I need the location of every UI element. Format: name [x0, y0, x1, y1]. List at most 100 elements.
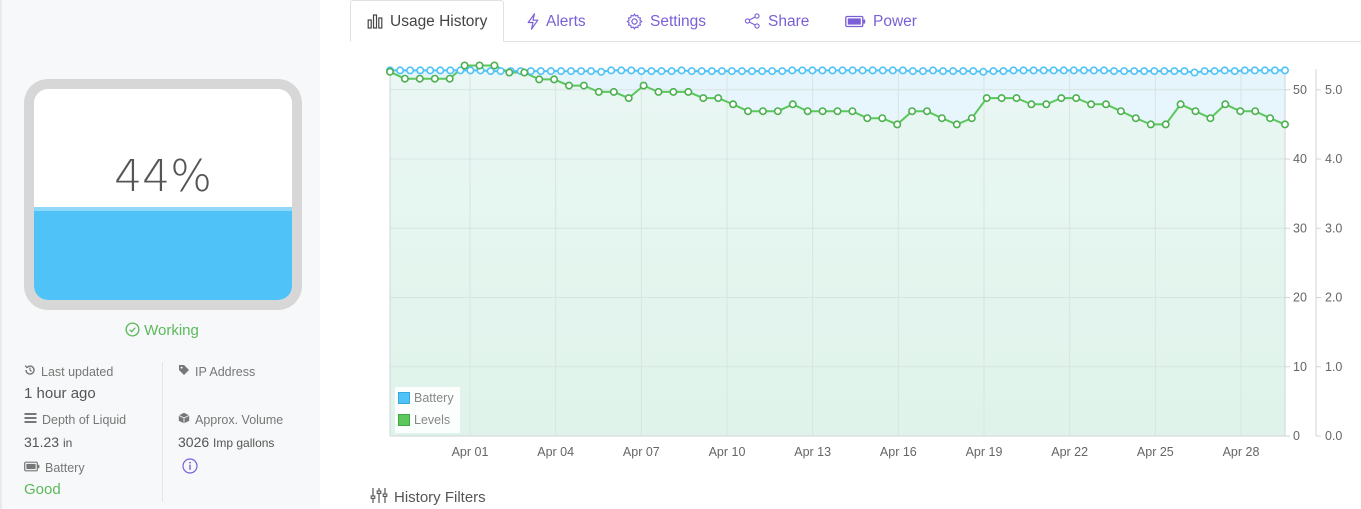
x-tick-label: Apr 25 — [1137, 445, 1174, 459]
levels-point — [460, 61, 469, 70]
last-updated-label: Last updated — [24, 362, 162, 382]
battery-point — [1210, 67, 1219, 76]
battery-point — [1180, 67, 1189, 76]
battery-point — [828, 66, 837, 75]
battery-point — [667, 67, 676, 76]
x-tick-label: Apr 22 — [1051, 445, 1088, 459]
levels-point — [908, 107, 917, 116]
tab-usage-history[interactable]: Usage History — [350, 0, 505, 42]
depth-label: Depth of Liquid — [24, 410, 162, 430]
legend-label-battery: Battery — [414, 391, 454, 405]
battery-point — [456, 66, 465, 75]
levels-point — [922, 107, 931, 116]
volume-value: 3026 Imp gallons — [178, 430, 318, 458]
x-tick-label: Apr 10 — [709, 445, 746, 459]
levels-point — [967, 114, 976, 123]
levels-point — [654, 87, 663, 96]
levels-point — [535, 75, 544, 84]
levels-point — [1206, 114, 1215, 123]
battery-point — [989, 67, 998, 76]
levels-point — [1161, 120, 1170, 129]
info-divider — [162, 362, 163, 502]
history-filters-label: History Filters — [394, 489, 486, 506]
info-circle-icon[interactable] — [182, 458, 198, 479]
battery-point — [1019, 66, 1028, 75]
levels-point — [863, 114, 872, 123]
battery-point — [1260, 66, 1269, 75]
battery-point — [1009, 66, 1018, 75]
depth-icon — [24, 410, 37, 430]
battery-point — [416, 66, 425, 75]
levels-point — [893, 120, 902, 129]
tab-share[interactable]: Share — [744, 0, 809, 42]
battery-point — [999, 67, 1008, 76]
battery-point — [959, 67, 968, 76]
levels-point — [1072, 94, 1081, 103]
battery-point — [1089, 66, 1098, 75]
battery-point — [1069, 66, 1078, 75]
sliders-icon — [370, 487, 388, 508]
tank-fill-level — [34, 207, 292, 300]
volume-unit: Imp gallons — [213, 436, 275, 450]
battery-point — [536, 67, 545, 76]
ip-address-value — [178, 382, 318, 410]
chart-canvas: Apr 01 Apr 04 Apr 07 Apr 10 Apr 13 Apr 16 Apr … — [385, 61, 1342, 459]
levels-point — [475, 61, 484, 70]
levels-point — [1251, 107, 1260, 116]
battery-point — [1170, 67, 1179, 76]
x-tick-label: Apr 07 — [623, 445, 660, 459]
volume-label-text: Approx. Volume — [195, 413, 284, 427]
y-right-tick-label: 1.0 — [1325, 360, 1342, 374]
battery-point — [908, 67, 917, 76]
levels-point — [1042, 100, 1051, 109]
battery-point — [969, 67, 978, 76]
levels-point — [490, 61, 499, 70]
y-left-tick-label: 50 — [1293, 83, 1307, 97]
info-column-right: IP Address Approx. Volume 3026 Imp gallo… — [178, 362, 318, 479]
battery-point — [1150, 67, 1159, 76]
battery-point — [1280, 66, 1289, 75]
battery-point — [526, 67, 535, 76]
levels-point — [773, 107, 782, 116]
battery-point — [838, 66, 847, 75]
tab-power[interactable]: Power — [845, 0, 917, 42]
battery-point — [1240, 66, 1249, 75]
device-status: Working — [2, 322, 322, 341]
legend-item-battery[interactable]: Battery — [395, 387, 460, 409]
levels-point — [743, 107, 752, 116]
legend-item-levels[interactable]: Levels — [395, 409, 460, 431]
battery-point — [939, 67, 948, 76]
levels-point — [699, 94, 708, 103]
levels-point — [818, 107, 827, 116]
battery-point — [768, 67, 777, 76]
levels-point — [669, 87, 678, 96]
levels-point — [714, 94, 723, 103]
levels-point — [952, 120, 961, 129]
levels-point — [997, 94, 1006, 103]
x-tick-label: Apr 13 — [794, 445, 831, 459]
y-left-tick-label: 20 — [1293, 291, 1307, 305]
levels-point — [1280, 120, 1289, 129]
y-left-tick-label: 10 — [1293, 360, 1307, 374]
battery-point — [979, 67, 988, 76]
battery-point — [657, 67, 666, 76]
levels-point — [1236, 107, 1245, 116]
tab-alerts[interactable]: Alerts — [527, 0, 586, 42]
levels-point — [758, 107, 767, 116]
battery-point — [597, 67, 606, 76]
levels-point — [684, 87, 693, 96]
info-column-left: Last updated 1 hour ago Depth of Liquid … — [24, 362, 162, 506]
lightning-icon — [527, 12, 539, 30]
battery-point — [607, 66, 616, 75]
levels-point — [594, 87, 603, 96]
levels-point — [1116, 107, 1125, 116]
battery-point — [727, 67, 736, 76]
tab-settings[interactable]: Settings — [626, 0, 706, 42]
x-tick-label: Apr 16 — [880, 445, 917, 459]
levels-point — [1087, 100, 1096, 109]
tank-percent: 44% — [114, 151, 212, 202]
y-right-tick-label: 4.0 — [1325, 152, 1342, 166]
history-filters-toggle[interactable]: History Filters — [370, 487, 486, 508]
tag-icon — [178, 362, 190, 382]
battery-point — [858, 66, 867, 75]
